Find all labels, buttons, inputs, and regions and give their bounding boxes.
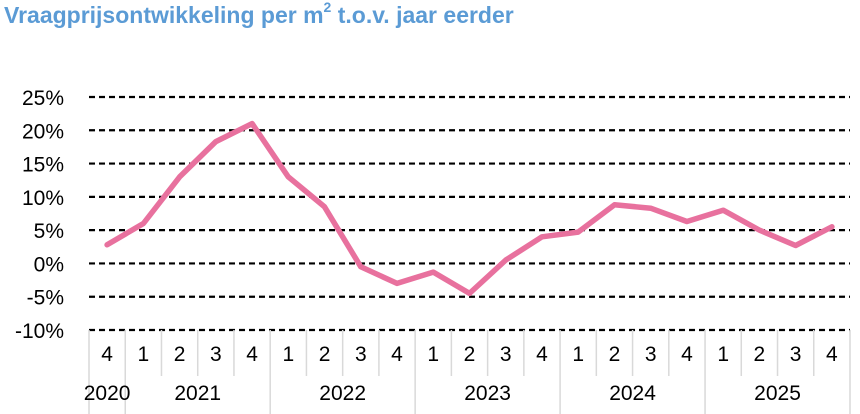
y-tick-label: 0%	[34, 253, 64, 276]
y-tick-label: -5%	[27, 287, 64, 310]
x-year-label: 2020	[84, 382, 131, 405]
x-quarter-label: 4	[101, 343, 113, 366]
y-tick-label: -10%	[15, 320, 64, 343]
x-year-label: 2025	[754, 382, 801, 405]
x-quarter-label: 2	[609, 343, 621, 366]
x-quarter-label: 3	[645, 343, 657, 366]
x-quarter-label: 4	[826, 343, 838, 366]
x-quarter-label: 4	[391, 343, 403, 366]
x-quarter-label: 4	[536, 343, 548, 366]
x-quarter-label: 2	[319, 343, 331, 366]
chart-title-suffix: t.o.v. jaar eerder	[331, 2, 514, 28]
y-tick-label: 15%	[22, 154, 64, 177]
x-quarter-label: 3	[790, 343, 802, 366]
x-quarter-label: 1	[138, 343, 150, 366]
series-line	[104, 120, 835, 297]
x-quarter-label: 2	[754, 343, 766, 366]
chart-title-superscript: 2	[323, 0, 332, 15]
y-tick-label: 20%	[22, 120, 64, 143]
x-quarter-label: 1	[717, 343, 729, 366]
x-quarter-label: 1	[282, 343, 294, 366]
x-quarter-label: 4	[246, 343, 258, 366]
x-year-label: 2021	[174, 382, 221, 405]
y-tick-label: 10%	[22, 187, 64, 210]
x-quarter-label: 3	[210, 343, 222, 366]
x-quarter-label: 4	[681, 343, 693, 366]
x-quarter-label: 3	[355, 343, 367, 366]
x-quarter-label: 2	[464, 343, 476, 366]
x-year-label: 2022	[319, 382, 366, 405]
chart-title: Vraagprijsontwikkeling per m2 t.o.v. jaa…	[4, 0, 514, 29]
y-tick-label: 5%	[34, 220, 64, 243]
x-quarter-label: 1	[572, 343, 584, 366]
chart-title-text: Vraagprijsontwikkeling per m	[4, 2, 324, 28]
x-year-label: 2023	[464, 382, 511, 405]
x-quarter-label: 3	[500, 343, 512, 366]
x-year-label: 2024	[609, 382, 656, 405]
y-tick-label: 25%	[22, 87, 64, 110]
x-quarter-label: 2	[174, 343, 186, 366]
x-quarter-label: 1	[427, 343, 439, 366]
